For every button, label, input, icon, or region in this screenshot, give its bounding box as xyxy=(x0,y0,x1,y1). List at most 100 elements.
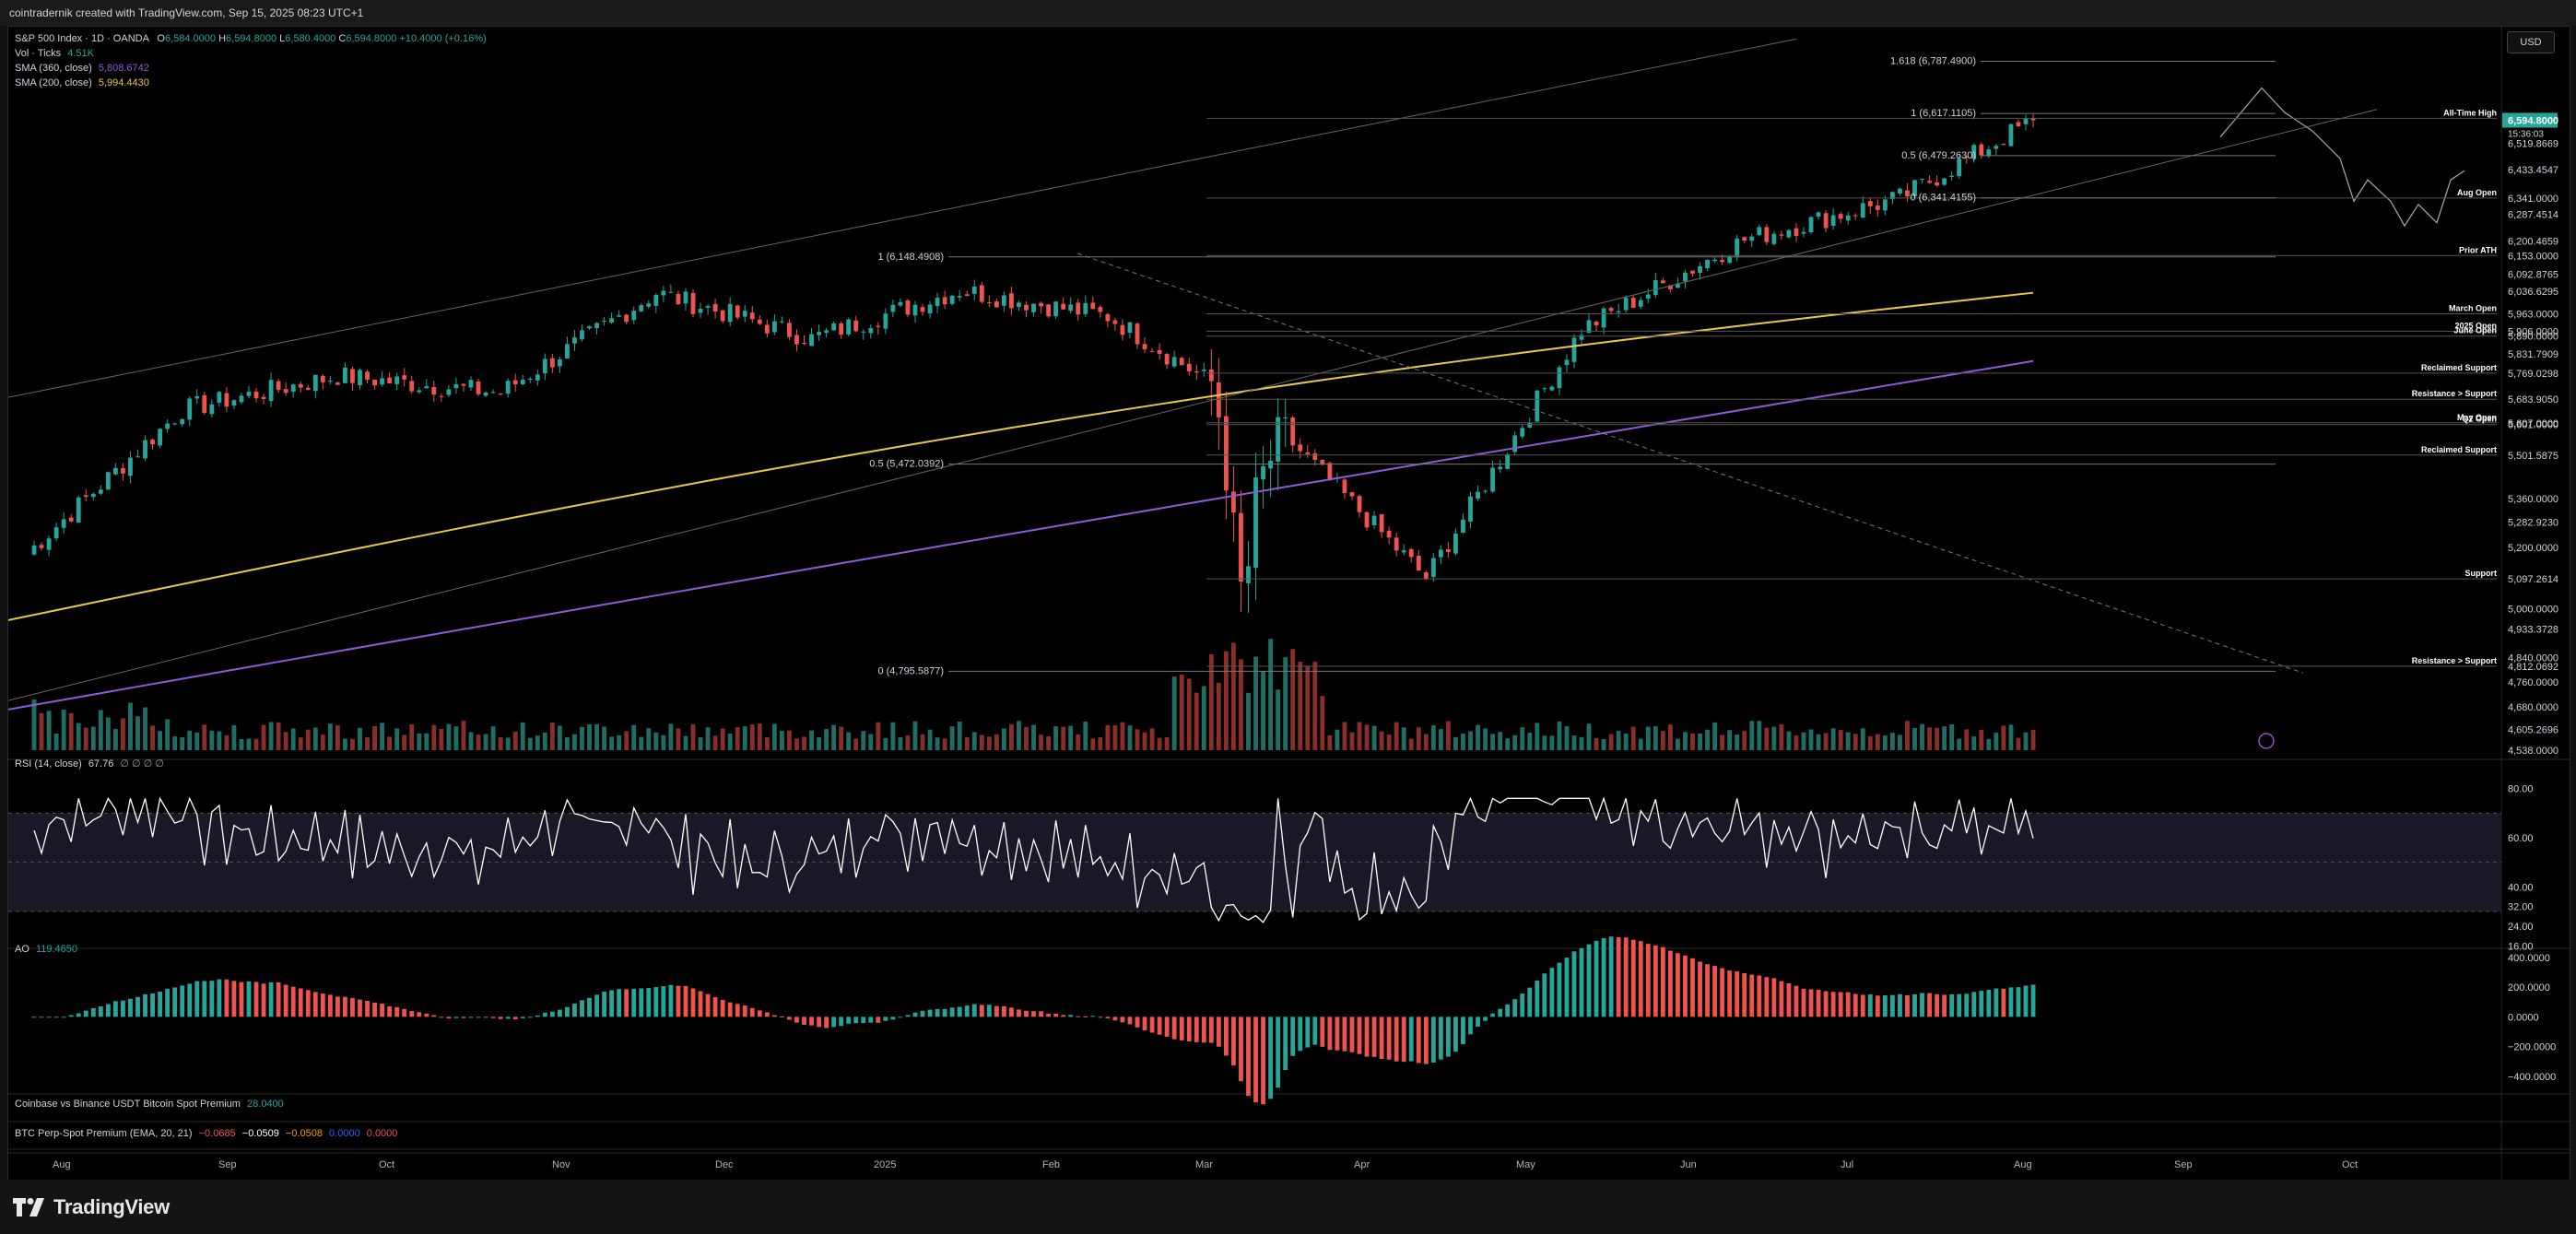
low-value: 6,580.4000 xyxy=(285,33,336,44)
volume-bar xyxy=(802,736,806,750)
chart-area[interactable]: Aug Sep Oct Nov Dec 2025 Feb Mar Apr May Jun Jul Aug… xyxy=(0,26,2570,1181)
snapshot-header: cointradernik created with TradingView.c… xyxy=(0,0,2576,26)
ohlc-values: O6,584.0000 H6,594.8000 L6,580.4000 C6,5… xyxy=(157,33,486,44)
premium2-label: BTC Perp-Spot Premium (EMA, 20, 21) xyxy=(15,1128,193,1139)
volume-bar xyxy=(1305,666,1311,750)
volume-bar xyxy=(394,728,400,750)
ao-bar xyxy=(1371,1017,1377,1057)
volume-bar xyxy=(231,724,237,750)
ao-bar xyxy=(1276,1017,1281,1088)
rsi-label: RSI (14, close) xyxy=(15,758,82,770)
ao-bar xyxy=(1957,993,1962,1017)
ao-bar xyxy=(1024,1010,1029,1017)
volume-bar xyxy=(1239,659,1243,750)
candle-body xyxy=(1201,370,1206,371)
volume-bar xyxy=(1912,727,1917,750)
ao-bar xyxy=(549,1011,555,1017)
candle-body xyxy=(1098,307,1103,312)
ao-bar xyxy=(764,1012,770,1017)
ao-bar xyxy=(1194,1017,1199,1042)
volume-row[interactable]: Vol · Ticks 4.51K xyxy=(15,46,487,61)
fib-level-label: 0.5 (6,479.2630) xyxy=(1901,150,1976,161)
ao-bar xyxy=(402,1008,407,1017)
ao-bar xyxy=(150,993,155,1017)
candle-body xyxy=(720,310,725,322)
ao-bar xyxy=(1898,993,1902,1017)
sma360-row[interactable]: SMA (360, close) 5,808.6742 xyxy=(15,61,487,76)
premium2-legend[interactable]: BTC Perp-Spot Premium (EMA, 20, 21) −0.0… xyxy=(15,1128,397,1139)
candle-body xyxy=(224,393,229,407)
volume-bar xyxy=(1357,722,1362,750)
candle-body xyxy=(787,323,792,337)
candle-body xyxy=(1801,231,1806,234)
key-level-label: All-Time High xyxy=(2443,108,2497,117)
candle-body xyxy=(1253,477,1258,569)
volume-bar xyxy=(883,737,888,750)
symbol-row[interactable]: S&P 500 Index · 1D · OANDA O6,584.0000 H… xyxy=(15,31,487,46)
tradingview-logo[interactable]: TradingView xyxy=(13,1194,170,1220)
volume-bar xyxy=(424,733,429,750)
ao-bar xyxy=(112,1001,118,1017)
ao-bar xyxy=(1171,1017,1177,1040)
ao-legend[interactable]: AO 119.4650 xyxy=(15,944,77,955)
candle-body xyxy=(1779,234,1784,236)
volume-bar xyxy=(112,729,118,750)
ao-bar xyxy=(624,989,629,1017)
rsi-legend[interactable]: RSI (14, close) 67.76 ∅ ∅ ∅ ∅ xyxy=(15,758,164,770)
premium1-legend[interactable]: Coinbase vs Binance USDT Bitcoin Spot Pr… xyxy=(15,1099,284,1110)
price-tick-label: 5,683.9050 xyxy=(2508,394,2558,405)
candle-body xyxy=(1505,453,1511,469)
ao-bar xyxy=(143,993,147,1017)
candle-body xyxy=(150,440,155,445)
candle-body xyxy=(690,292,696,314)
symbol-name[interactable]: S&P 500 Index · 1D · OANDA xyxy=(15,33,149,44)
key-level-label: Q2 Open xyxy=(2462,415,2497,424)
ao-bar xyxy=(1223,1017,1229,1056)
volume-bar xyxy=(298,737,303,750)
ao-bar xyxy=(505,1017,511,1019)
candle-body xyxy=(194,396,200,399)
sma200-row[interactable]: SMA (200, close) 5,994.4430 xyxy=(15,76,487,90)
candle-body xyxy=(187,398,193,420)
time-tick-label: Aug xyxy=(53,1159,71,1170)
chart-canvas[interactable]: Aug Sep Oct Nov Dec 2025 Feb Mar Apr May Jun Jul Aug… xyxy=(0,27,2570,1181)
ao-tick-label: 0.0000 xyxy=(2508,1012,2539,1023)
ao-bar xyxy=(1216,1017,1221,1047)
key-level-label: Resistance > Support xyxy=(2412,389,2497,398)
ao-bar xyxy=(1630,939,1636,1017)
candle-body xyxy=(1157,349,1162,354)
volume-bar xyxy=(268,722,274,750)
volume-value: 4.51K xyxy=(67,48,94,59)
candle-body xyxy=(1764,227,1770,242)
candle-body xyxy=(1246,566,1251,583)
ao-bar xyxy=(1994,988,1999,1017)
volume-bar xyxy=(1024,726,1029,750)
volume-bar xyxy=(1957,738,1962,750)
candle-body xyxy=(105,472,111,490)
volume-bar xyxy=(1379,731,1384,750)
rsi-line xyxy=(33,796,2034,923)
ao-bar xyxy=(1520,993,1525,1017)
ao-bar xyxy=(1445,1017,1451,1057)
volume-bar xyxy=(705,727,711,750)
ao-bar xyxy=(565,1006,570,1017)
currency-button[interactable]: USD xyxy=(2507,31,2555,53)
ao-bar xyxy=(1586,944,1592,1017)
volume-bar xyxy=(1875,734,1880,750)
ao-bar xyxy=(1571,951,1577,1017)
ao-bar xyxy=(261,983,266,1017)
volume-bar xyxy=(439,728,444,750)
candle-body xyxy=(1445,549,1451,553)
ao-bar xyxy=(1608,936,1614,1017)
price-tick-label: 6,287.4514 xyxy=(2508,210,2558,221)
volume-bar xyxy=(905,735,911,750)
ao-bar xyxy=(557,1009,562,1017)
ao-bar xyxy=(1453,1017,1458,1052)
volume-bar xyxy=(1327,735,1333,750)
volume-bar xyxy=(527,737,533,750)
time-tick-label: Apr xyxy=(1354,1159,1370,1170)
candle-body xyxy=(712,303,718,311)
open-value: 6,584.0000 xyxy=(164,33,216,44)
candle-body xyxy=(505,381,511,394)
candle-body xyxy=(1223,416,1229,491)
